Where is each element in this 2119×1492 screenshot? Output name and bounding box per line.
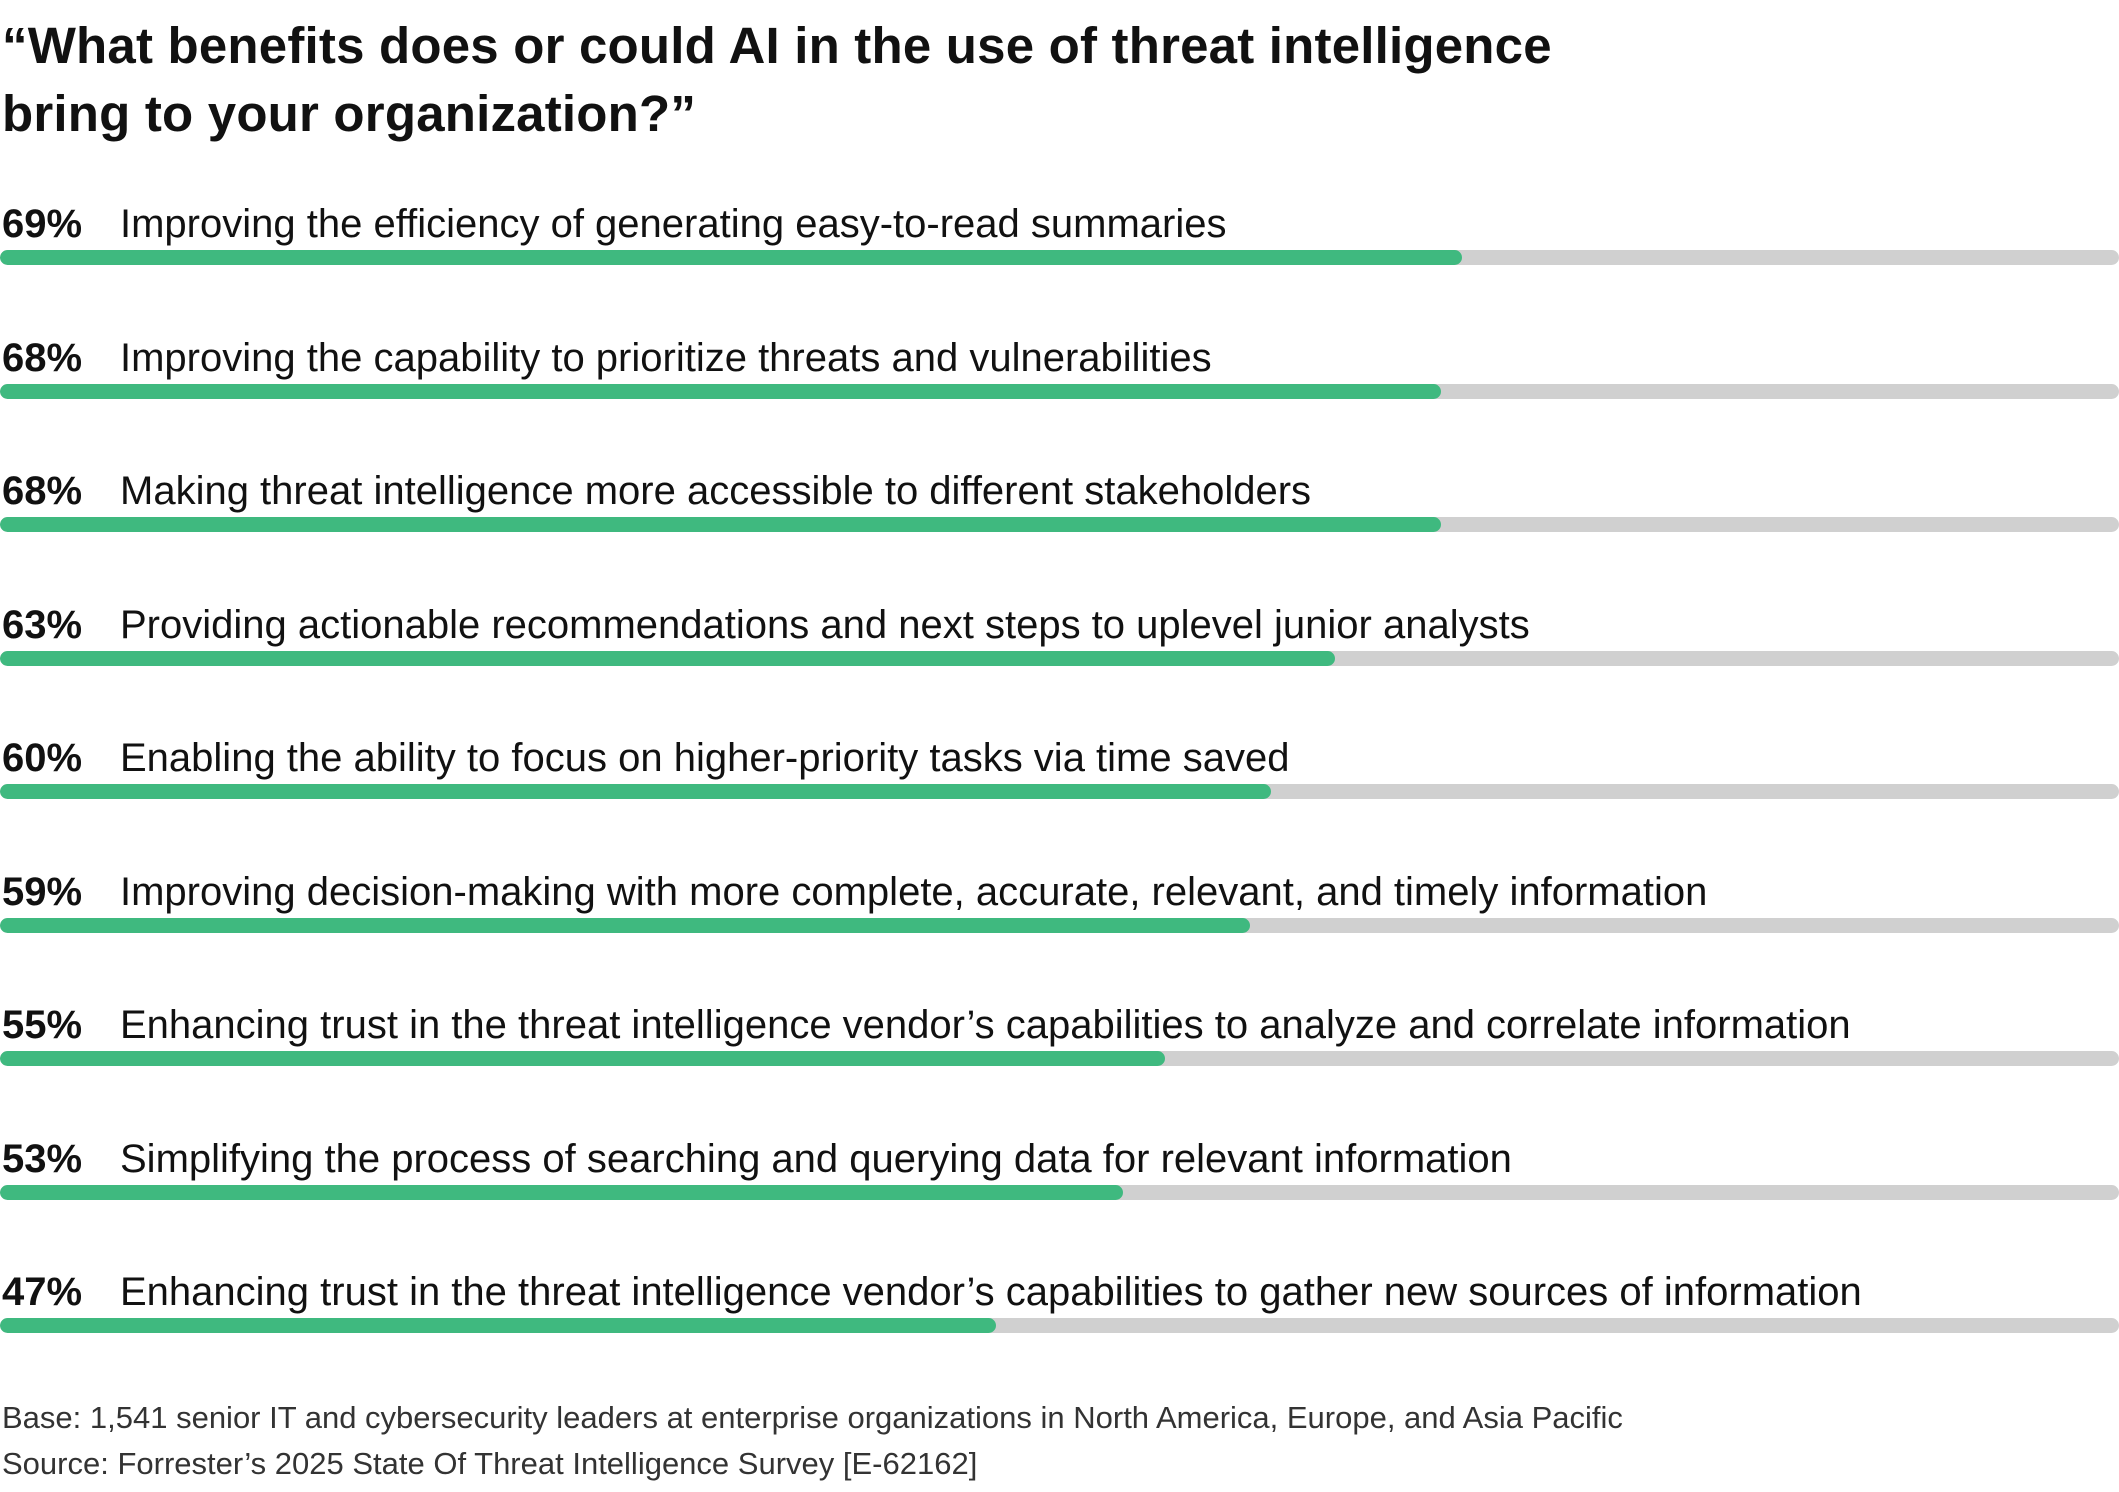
bar-value-label: 69% <box>2 202 83 246</box>
bar <box>0 784 1271 799</box>
bar-row: 63% Providing actionable recommendations … <box>0 601 2119 681</box>
bar-value-label: 68% <box>2 335 83 380</box>
bar-track <box>0 917 2119 933</box>
bar-value-label: 60% <box>2 736 83 780</box>
bar <box>0 383 1441 399</box>
bar-category-label: Enhancing trust in the threat intelligen… <box>120 1270 1862 1314</box>
bar-value-label: 68% <box>2 469 83 513</box>
bar-row: 59% Improving decision-making with more c… <box>0 868 2119 948</box>
bar-value-label: 55% <box>2 1003 83 1047</box>
bar-row: 55% Enhancing trust in the threat intelli… <box>0 1001 2119 1081</box>
bar-track <box>0 250 2119 265</box>
bar <box>0 1051 1165 1066</box>
bar <box>0 917 1250 933</box>
bar-category-label: Improving the efficiency of generating e… <box>120 202 1227 246</box>
bar-value-label: 53% <box>2 1136 83 1181</box>
bar-category-label: Providing actionable recommendations and… <box>120 602 1530 647</box>
bar-category-label: Making threat intelligence more accessib… <box>120 469 1312 513</box>
bar-row: 53% Simplifying the process of searching … <box>0 1135 2119 1215</box>
bar-category-label: Enhancing trust in the threat intelligen… <box>120 1003 1851 1047</box>
bar-category-label: Improving decision-making with more comp… <box>120 869 1708 914</box>
bar-track <box>0 383 2119 399</box>
bar-category-label: Simplifying the process of searching and… <box>120 1136 1512 1181</box>
chart-title-line-2: bring to your organization?” <box>2 85 697 142</box>
bar-track <box>0 1318 2119 1333</box>
bar <box>0 250 1462 265</box>
bar <box>0 1184 1123 1200</box>
bar-row: 69% Improving the efficiency of generatin… <box>0 200 2119 280</box>
bar-category-label: Enabling the ability to focus on higher-… <box>120 736 1290 780</box>
bar-track <box>0 1184 2119 1200</box>
bar-value-label: 63% <box>2 602 83 647</box>
bar <box>0 517 1441 532</box>
bar <box>0 650 1335 666</box>
bar-track <box>0 650 2119 666</box>
chart-footnotes: Base: 1,541 senior IT and cybersecurity … <box>2 1395 1623 1487</box>
bar <box>0 1318 996 1333</box>
bar-track <box>0 1051 2119 1066</box>
bar-category-label: Improving the capability to prioritize t… <box>120 335 1212 380</box>
chart-title: “What benefits does or could AI in the u… <box>2 12 1802 148</box>
bar-row: 60% Enabling the ability to focus on high… <box>0 734 2119 814</box>
bar-track <box>0 784 2119 799</box>
bar-row: 47% Enhancing trust in the threat intelli… <box>0 1268 2119 1348</box>
bar-row: 68% Making threat intelligence more acces… <box>0 467 2119 547</box>
bar-value-label: 59% <box>2 869 83 914</box>
chart-title-line-1: “What benefits does or could AI in the u… <box>2 17 1552 74</box>
bar-track <box>0 517 2119 532</box>
bar-row: 68% Improving the capability to prioritiz… <box>0 334 2119 414</box>
base-note: Base: 1,541 senior IT and cybersecurity … <box>2 1400 1623 1435</box>
source-note: Source: Forrester’s 2025 State Of Threat… <box>2 1446 978 1481</box>
bar-value-label: 47% <box>2 1270 83 1314</box>
